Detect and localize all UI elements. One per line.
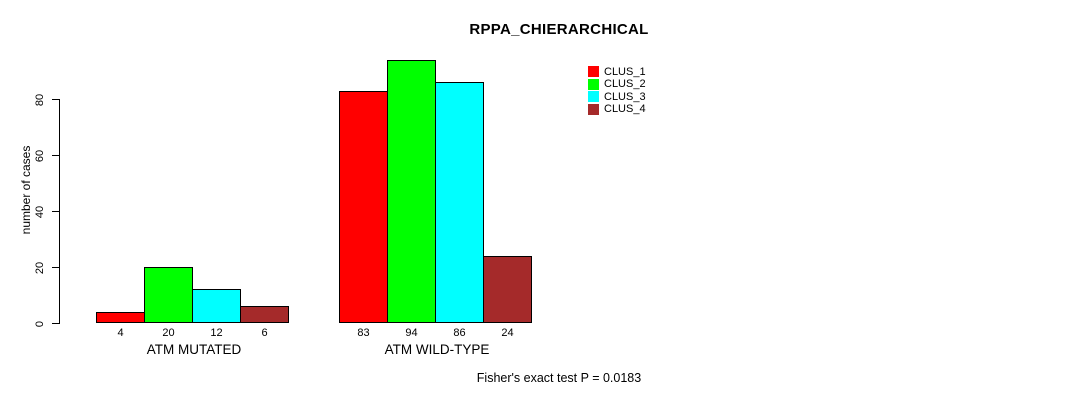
legend: CLUS_1 CLUS_2 CLUS_3 CLUS_4: [588, 66, 646, 116]
y-tick-mark: [52, 323, 59, 324]
bar-value-label: 24: [501, 327, 514, 339]
y-axis-title: number of cases: [19, 145, 33, 235]
chart-title: RPPA_CHIERARCHICAL: [469, 21, 649, 38]
bar-group: [339, 60, 532, 323]
bar-group: [96, 267, 289, 323]
legend-label: CLUS_3: [604, 90, 646, 103]
bar-value-label: 94: [405, 327, 418, 339]
bar-clus_2: [144, 267, 193, 323]
legend-swatch-icon: [588, 103, 599, 115]
legend-swatch-icon: [588, 91, 599, 103]
bar-value-label: 4: [117, 327, 124, 339]
y-tick-label: 60: [34, 149, 46, 162]
bar-value-label: 12: [210, 327, 223, 339]
legend-swatch-icon: [588, 66, 599, 77]
legend-label: CLUS_4: [604, 103, 646, 116]
category-label: ATM WILD-TYPE: [384, 342, 490, 357]
y-axis-line: [59, 99, 60, 324]
bar-value-label: 83: [357, 327, 370, 339]
bar-clus_3: [192, 289, 241, 323]
y-tick-label: 40: [34, 205, 46, 218]
bar-clus_4: [483, 256, 532, 323]
legend-label: CLUS_1: [604, 65, 646, 78]
legend-label: CLUS_2: [604, 78, 646, 91]
bar-clus_1: [339, 91, 388, 323]
y-tick-mark: [52, 155, 59, 156]
y-tick-mark: [52, 99, 59, 100]
y-tick-mark: [52, 267, 59, 268]
bar-value-label: 6: [261, 327, 268, 339]
category-label: ATM MUTATED: [146, 342, 242, 357]
legend-item: CLUS_3: [588, 90, 646, 103]
bar-clus_2: [387, 60, 436, 323]
bar-value-label: 86: [453, 327, 466, 339]
legend-item: CLUS_2: [588, 78, 646, 91]
legend-item: CLUS_4: [588, 103, 646, 116]
y-tick-mark: [52, 211, 59, 212]
bar-value-label: 20: [162, 327, 175, 339]
legend-item: CLUS_1: [588, 65, 646, 78]
y-tick-label: 80: [34, 93, 46, 106]
bar-clus_3: [435, 82, 484, 323]
bar-clus_4: [240, 306, 289, 323]
footer-annotation: Fisher's exact test P = 0.0183: [476, 371, 642, 385]
y-tick-label: 20: [34, 261, 46, 274]
y-tick-label: 0: [34, 320, 46, 327]
legend-swatch-icon: [588, 78, 599, 90]
bar-clus_1: [96, 312, 145, 323]
